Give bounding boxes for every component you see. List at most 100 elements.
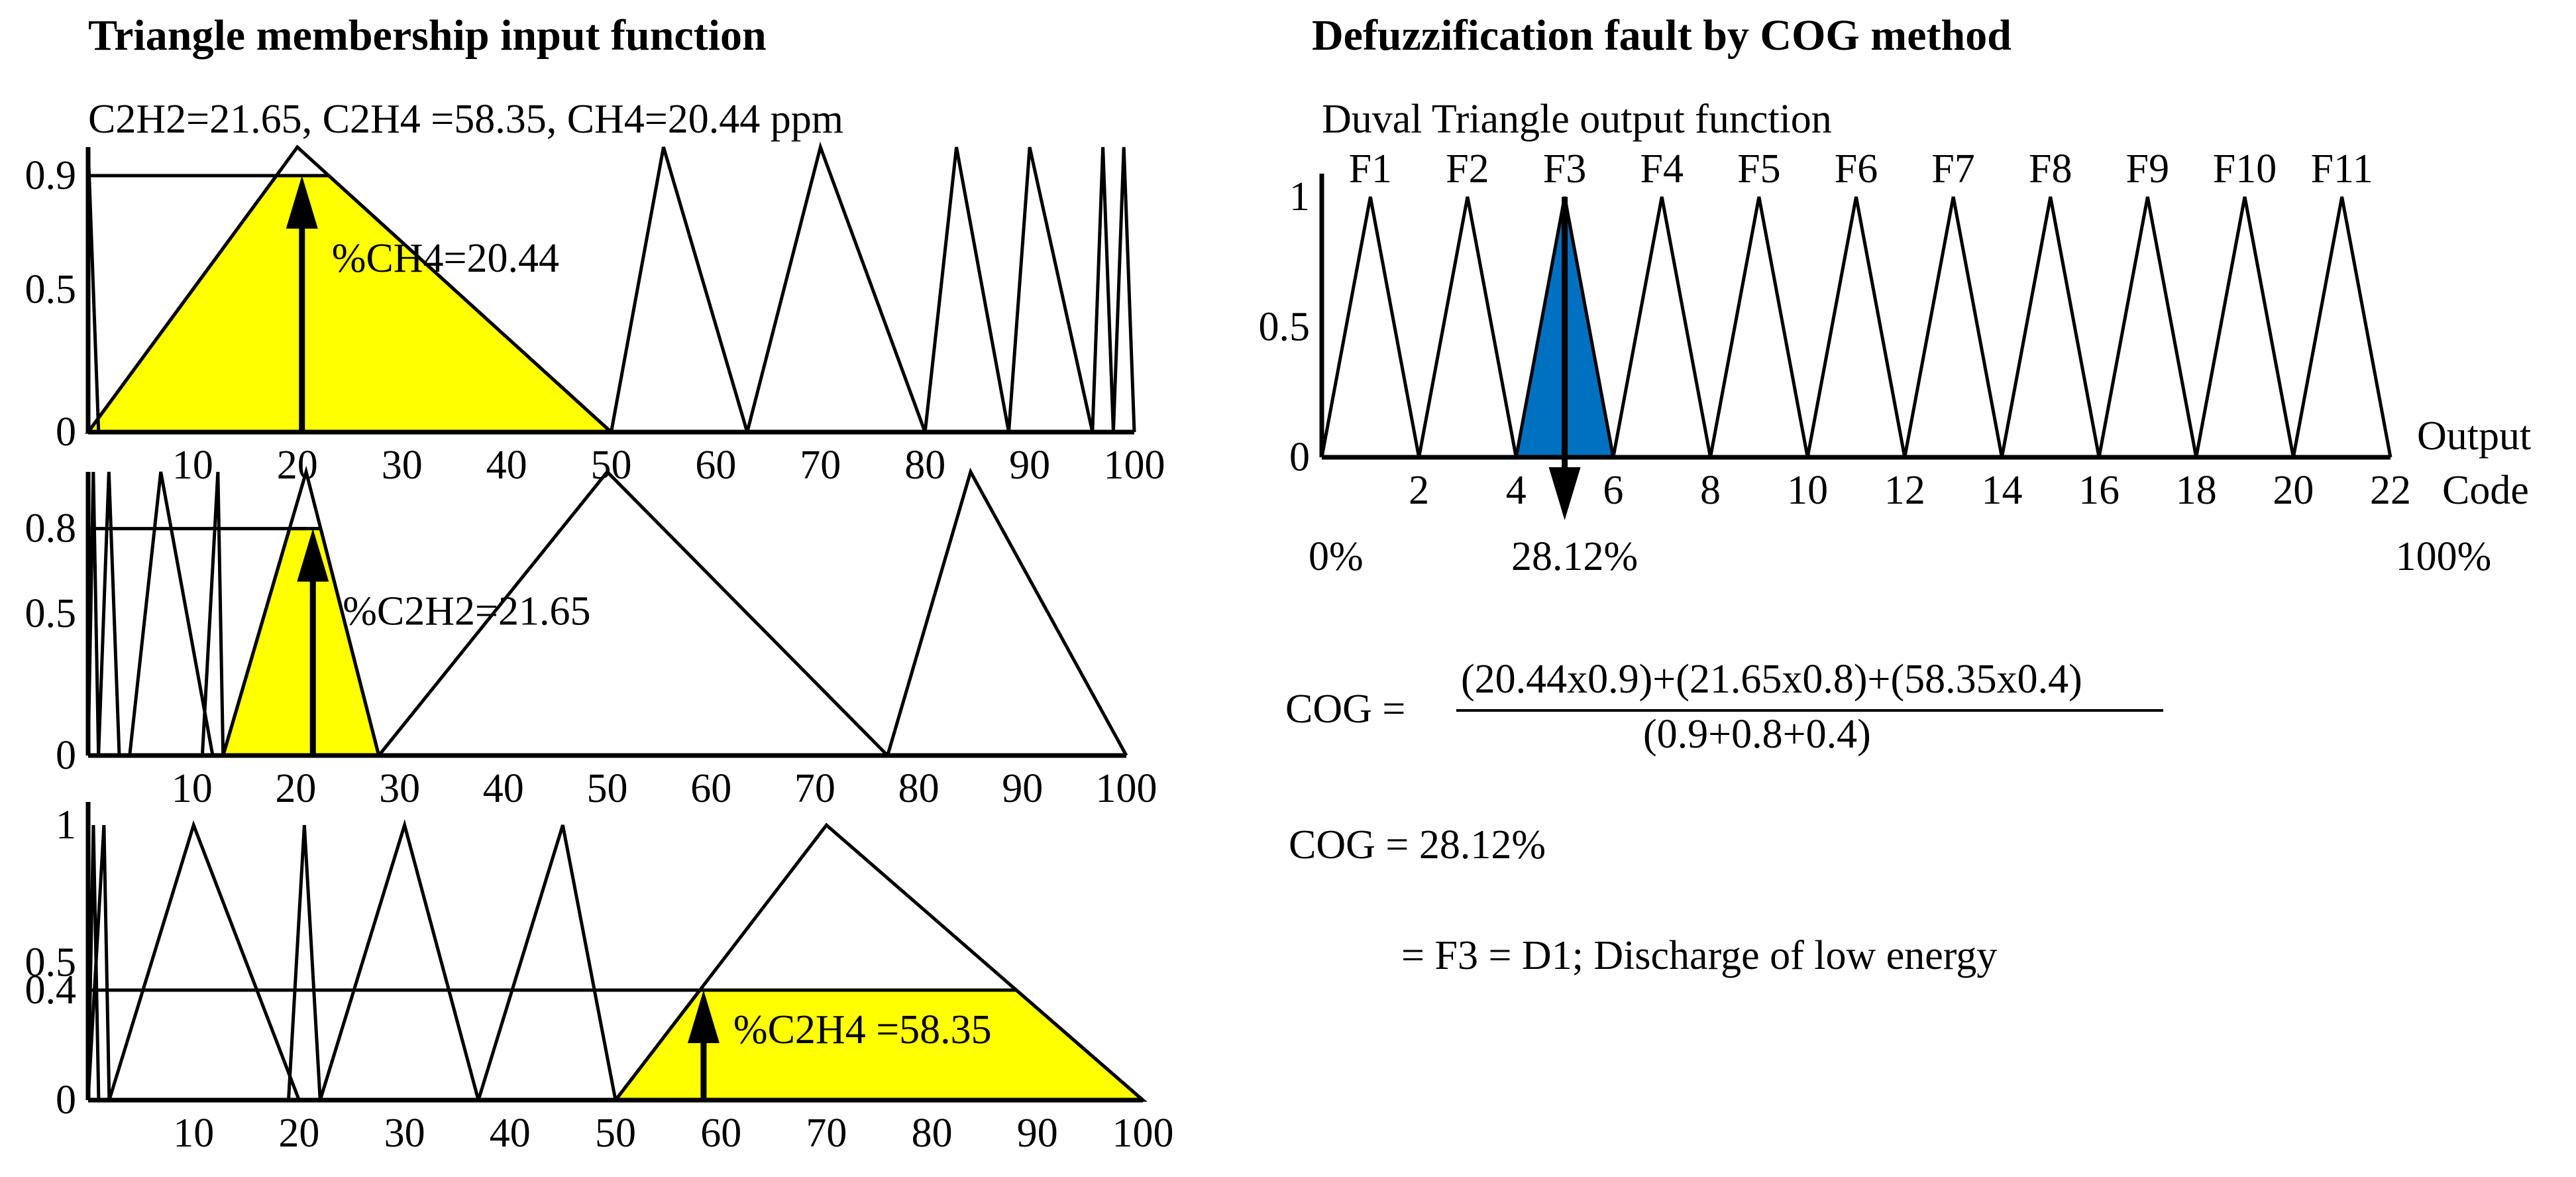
x-axis-label-line2: Code — [2442, 468, 2529, 513]
percent-cog-label: 28.12% — [1511, 534, 1638, 579]
percent-end-label: 100% — [2396, 534, 2492, 579]
highlight-area — [221, 527, 381, 757]
fault-label: F4 — [1640, 146, 1683, 192]
x-tick-label: 6 — [1603, 468, 1623, 513]
x-tick-label: 10 — [1787, 468, 1828, 513]
x-tick-label: 80 — [912, 1111, 953, 1156]
x-tick-label: 60 — [695, 443, 736, 488]
membership-triangle — [86, 144, 613, 433]
x-tick-label: 20 — [2273, 468, 2314, 513]
x-tick-label: 70 — [806, 1111, 847, 1156]
percent-start-label: 0% — [1309, 534, 1364, 579]
membership-triangle — [86, 824, 111, 1101]
fault-label: F10 — [2213, 146, 2277, 192]
output-triangle — [1805, 196, 1907, 458]
membership-triangle — [1007, 146, 1095, 433]
highlight-area — [85, 174, 616, 434]
y-tick-label: 0 — [56, 410, 76, 455]
membership-triangle — [128, 471, 215, 756]
x-tick-label: 8 — [1700, 468, 1721, 513]
fault-label: F2 — [1446, 146, 1489, 192]
x-tick-label: 10 — [172, 443, 213, 488]
membership-triangle — [318, 818, 480, 1101]
x-axis-label-line1: Output — [2417, 414, 2531, 459]
cog-denominator: (0.9+0.8+0.4) — [1643, 712, 1871, 757]
output-triangle — [2000, 196, 2101, 458]
y-tick-label: 0.5 — [25, 591, 77, 636]
membership-triangle — [476, 824, 617, 1101]
x-tick-label: 60 — [690, 766, 731, 811]
fault-label: F8 — [2029, 146, 2072, 192]
x-tick-label: 100 — [1112, 1111, 1174, 1156]
x-tick-label: 22 — [2370, 468, 2411, 513]
fault-label: F1 — [1349, 146, 1392, 192]
membership-triangle — [610, 146, 749, 433]
x-tick-label: 10 — [172, 766, 213, 811]
ch4-membership-chart: 10 20 30 40 50 60 70 80 90 100 0 0.5 0.9 %CH4=20.44 — [25, 141, 1165, 488]
fault-label: F7 — [1931, 146, 1974, 192]
x-tick-label: 20 — [277, 443, 318, 488]
y-tick-label: 0.8 — [25, 506, 77, 551]
x-tick-label: 20 — [278, 1111, 319, 1156]
membership-triangle — [1111, 146, 1136, 433]
x-tick-label: 100 — [1096, 766, 1157, 811]
cog-numerator: (20.44x0.9)+(21.65x0.8)+(58.35x0.4) — [1461, 657, 2082, 702]
x-tick-label: 30 — [379, 766, 420, 811]
right-title: Defuzzification fault by COG method — [1312, 11, 2012, 60]
x-tick-label: 16 — [2078, 468, 2120, 513]
output-triangle — [1611, 196, 1713, 458]
output-triangle — [1320, 196, 1421, 458]
y-tick-label: 0 — [56, 733, 76, 778]
x-tick-label: 40 — [486, 443, 527, 488]
x-tick-label: 90 — [1017, 1111, 1058, 1156]
input-values-label: C2H2=21.65, C2H4 =58.35, CH4=20.44 ppm — [88, 97, 843, 142]
y-tick-label: 1 — [56, 803, 76, 848]
output-triangle — [2097, 196, 2198, 458]
x-tick-label: 4 — [1506, 468, 1527, 513]
x-tick-label: 50 — [591, 443, 632, 488]
cog-fault: = F3 = D1; Discharge of low energy — [1401, 933, 1997, 978]
y-tick-label: 1 — [1289, 174, 1310, 219]
fault-label: F11 — [2311, 146, 2373, 192]
fault-label: F6 — [1835, 146, 1878, 192]
y-tick-label: 0.5 — [25, 940, 77, 985]
membership-triangle — [1091, 146, 1115, 433]
y-tick-label: 0.4 — [25, 968, 77, 1013]
value-annotation: %CH4=20.44 — [332, 236, 559, 281]
x-tick-label: 30 — [384, 1111, 425, 1156]
x-tick-label: 60 — [700, 1111, 741, 1156]
fault-label: F9 — [2126, 146, 2169, 192]
x-tick-label: 20 — [275, 766, 316, 811]
x-tick-label: 50 — [587, 766, 628, 811]
output-triangle — [1709, 196, 1809, 458]
x-tick-label: 2 — [1409, 468, 1429, 513]
membership-triangle — [97, 471, 121, 756]
x-tick-label: 18 — [2176, 468, 2217, 513]
y-tick-label: 0.5 — [1259, 305, 1311, 350]
c2h4-membership-chart: 10 20 30 40 50 60 70 80 90 100 0 0.40.5 1 %C2H4 =58.3… — [25, 802, 1174, 1156]
c2h2-membership-chart: 10 20 30 40 50 60 70 80 90 100 0 0.5 0.8 %C2H2=21.65 — [25, 465, 1157, 811]
x-tick-label: 10 — [173, 1111, 214, 1156]
x-tick-label: 80 — [904, 443, 945, 488]
output-triangle — [2291, 196, 2392, 458]
x-tick-label: 70 — [794, 766, 835, 811]
value-arrowhead — [286, 176, 318, 229]
membership-triangle — [614, 822, 1144, 1101]
fault-label: F3 — [1543, 146, 1586, 192]
x-tick-label: 90 — [1002, 766, 1043, 811]
y-tick-label: 0 — [56, 1078, 76, 1123]
value-annotation: %C2H2=21.65 — [343, 589, 590, 634]
membership-triangle — [107, 820, 301, 1101]
x-tick-label: 80 — [898, 766, 939, 811]
x-tick-label: 12 — [1884, 468, 1925, 513]
membership-triangle — [200, 471, 225, 756]
value-arrowhead — [297, 528, 329, 582]
membership-triangle — [745, 141, 927, 433]
x-tick-label: 70 — [800, 443, 841, 488]
y-tick-label: 0 — [1289, 435, 1310, 480]
membership-triangle — [377, 469, 889, 757]
value-arrowhead — [687, 990, 720, 1043]
output-triangle — [2194, 196, 2295, 458]
